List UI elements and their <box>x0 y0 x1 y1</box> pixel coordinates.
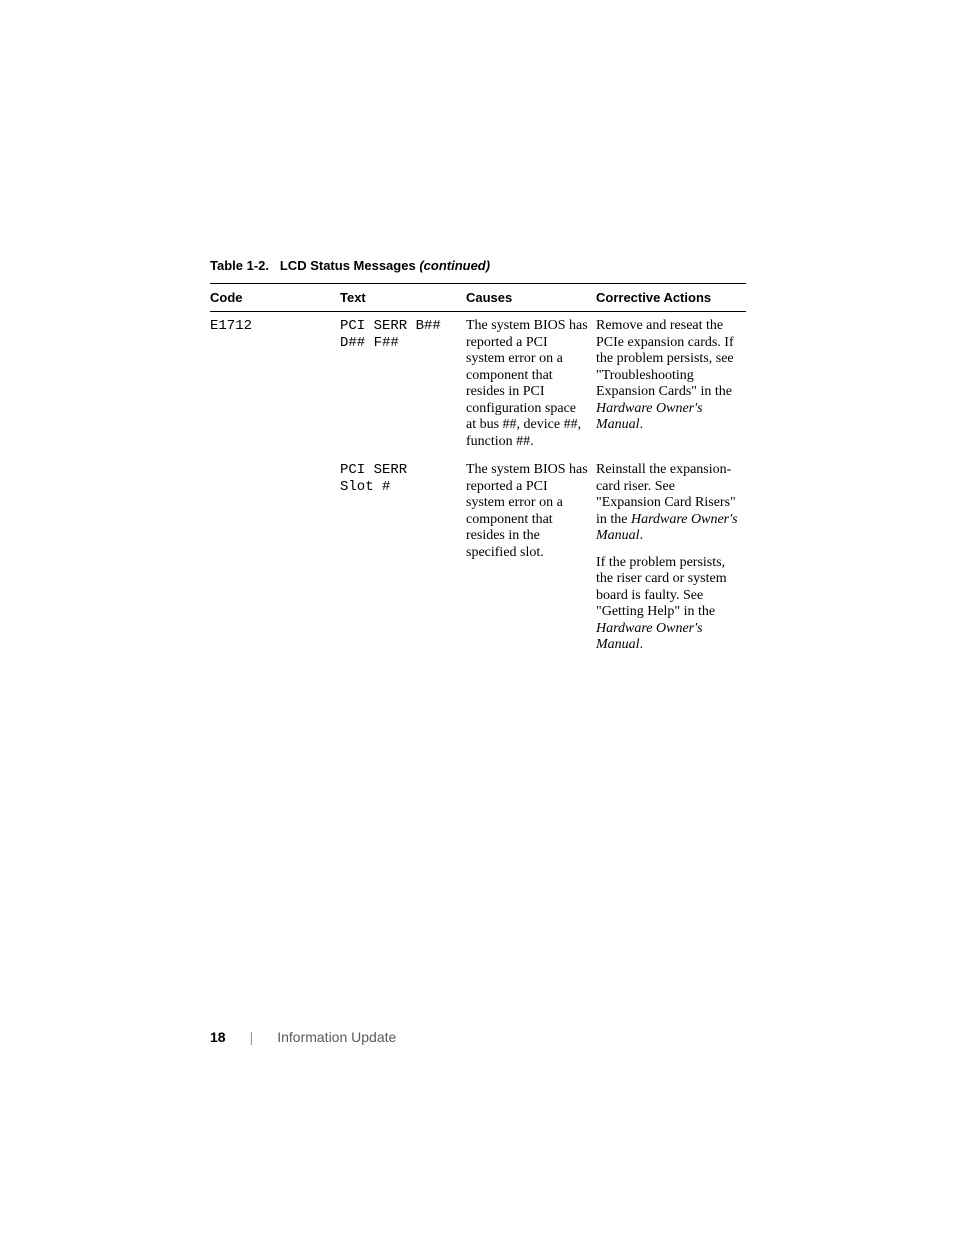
table-header-row: Code Text Causes Corrective Actions <box>210 284 746 312</box>
cell-cause: The system BIOS has reported a PCI syste… <box>466 456 596 660</box>
table-number: Table 1-2. <box>210 258 269 273</box>
table-body: E1712PCI SERR B## D## F##The system BIOS… <box>210 312 746 660</box>
corrective-ref: Hardware Owner's Manual <box>596 621 703 653</box>
cell-corrective: Reinstall the expansion-card riser. See … <box>596 456 746 660</box>
footer-divider: | <box>250 1029 254 1045</box>
corrective-post: . <box>640 417 644 432</box>
cell-cause: The system BIOS has reported a PCI syste… <box>466 312 596 457</box>
footer-section: Information Update <box>277 1029 396 1045</box>
document-page: Table 1-2. LCD Status Messages (continue… <box>0 0 954 1235</box>
corrective-ref: Hardware Owner's Manual <box>596 401 703 433</box>
cell-corrective: Remove and reseat the PCIe expansion car… <box>596 312 746 457</box>
cell-text: PCI SERR B## D## F## <box>340 312 466 457</box>
table-row: PCI SERR Slot #The system BIOS has repor… <box>210 456 746 660</box>
corrective-text: If the problem persists, the riser card … <box>596 555 727 620</box>
table-title: LCD Status Messages <box>280 258 416 273</box>
col-header-code: Code <box>210 284 340 312</box>
cell-code: E1712 <box>210 312 340 457</box>
lcd-status-table: Code Text Causes Corrective Actions E171… <box>210 283 746 660</box>
corrective-text: Remove and reseat the PCIe expansion car… <box>596 318 734 399</box>
col-header-corrective: Corrective Actions <box>596 284 746 312</box>
page-footer: 18 | Information Update <box>210 1029 396 1045</box>
cell-code <box>210 456 340 660</box>
col-header-text: Text <box>340 284 466 312</box>
corrective-post: . <box>640 637 644 652</box>
page-number: 18 <box>210 1029 226 1045</box>
cell-text: PCI SERR Slot # <box>340 456 466 660</box>
table-region: Table 1-2. LCD Status Messages (continue… <box>210 258 746 660</box>
col-header-causes: Causes <box>466 284 596 312</box>
corrective-block: Reinstall the expansion-card riser. See … <box>596 462 738 545</box>
corrective-block: If the problem persists, the riser card … <box>596 555 738 654</box>
table-row: E1712PCI SERR B## D## F##The system BIOS… <box>210 312 746 457</box>
table-caption: Table 1-2. LCD Status Messages (continue… <box>210 258 746 273</box>
corrective-post: . <box>640 528 644 543</box>
corrective-block: Remove and reseat the PCIe expansion car… <box>596 318 738 434</box>
table-continued: (continued) <box>419 258 490 273</box>
